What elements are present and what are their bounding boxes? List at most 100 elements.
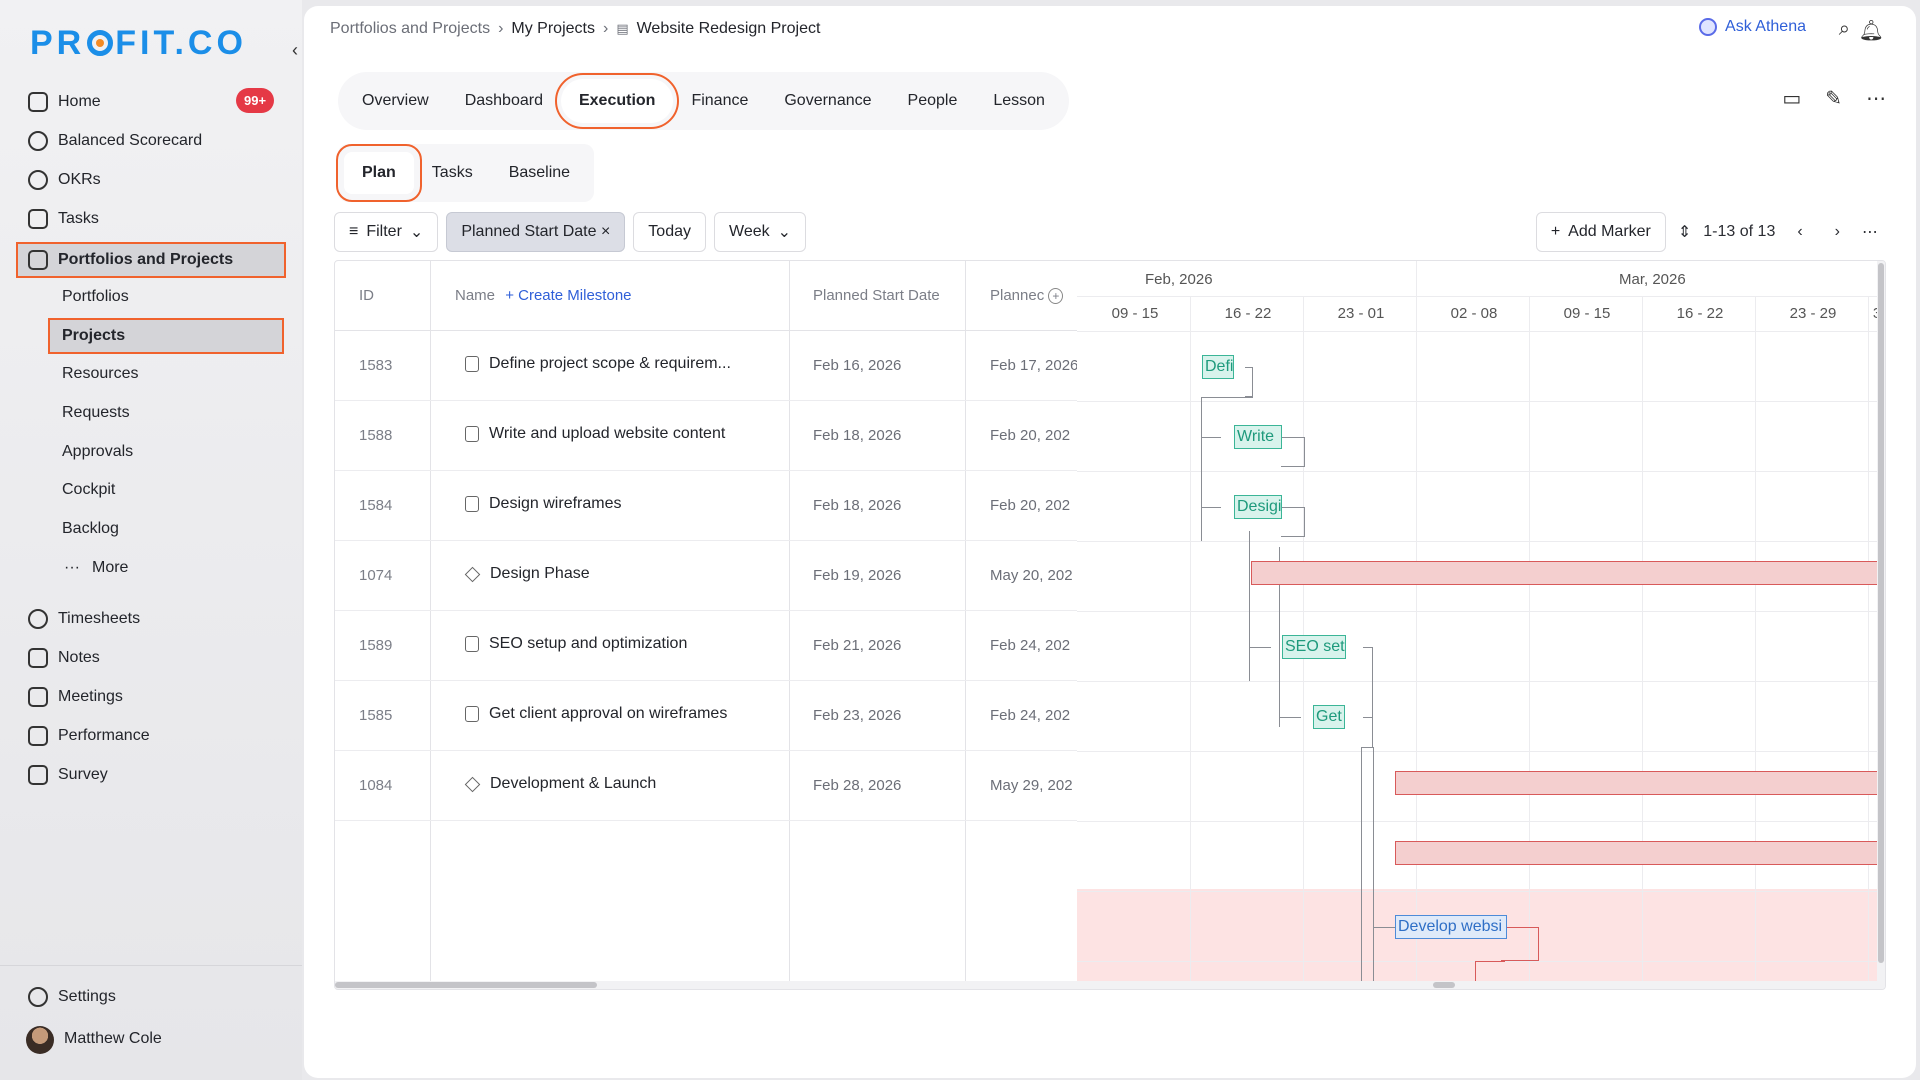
search-icon[interactable]: ⌕: [1838, 18, 1850, 40]
gantt-bar-1583[interactable]: Defi: [1202, 355, 1234, 379]
row-name[interactable]: Write and upload website content: [465, 425, 725, 443]
sidebar-sub-backlog[interactable]: Backlog: [62, 520, 119, 537]
tab-governance[interactable]: Governance: [784, 92, 872, 109]
gantt-bar-1588[interactable]: Write: [1234, 425, 1282, 449]
avatar[interactable]: [26, 1026, 54, 1054]
edit-icon[interactable]: ✎: [1825, 88, 1842, 110]
planned-start-date-chip[interactable]: Planned Start Date ×: [446, 212, 626, 252]
sidebar-item-performance[interactable]: Performance: [28, 719, 150, 753]
table-row[interactable]: 1584 Design wireframes Feb 18, 2026 Feb …: [335, 471, 1077, 541]
sidebar-sub-portfolios[interactable]: Portfolios: [62, 288, 129, 305]
ask-athena-button[interactable]: Ask Athena: [1699, 18, 1806, 36]
gantt-bar-phase-3[interactable]: [1395, 841, 1885, 865]
expand-collapse-icon[interactable]: ⇕: [1677, 224, 1692, 241]
sidebar-item-portfolios-and-projects[interactable]: Portfolios and Projects: [28, 243, 233, 277]
sidebar-sub-approvals[interactable]: Approvals: [62, 443, 134, 460]
row-name[interactable]: SEO setup and optimization: [465, 635, 687, 653]
milestone-icon: [464, 776, 481, 792]
sidebar-sub-requests[interactable]: Requests: [62, 404, 130, 421]
sidebar-item-meetings[interactable]: Meetings: [28, 680, 123, 714]
row-name[interactable]: Get client approval on wireframes: [465, 705, 727, 723]
gantt-bar-1084[interactable]: [1395, 771, 1885, 795]
sidebar-item-survey[interactable]: Survey: [28, 758, 108, 792]
row-name[interactable]: Define project scope & requirem...: [465, 355, 731, 373]
sidebar-sub-more[interactable]: ··· More: [64, 559, 129, 576]
table-row[interactable]: 1074 Design Phase Feb 19, 2026 May 20, 2…: [335, 541, 1077, 611]
more-options-icon[interactable]: ⋯: [1866, 88, 1886, 110]
gantt-bar-1589[interactable]: SEO setı: [1282, 635, 1346, 659]
sidebar-item-balanced-scorecard[interactable]: Balanced Scorecard: [28, 124, 202, 158]
row-name[interactable]: Design Phase: [464, 565, 590, 583]
vertical-scrollbar[interactable]: [1877, 261, 1885, 981]
gantt-month-divider: [1077, 296, 1885, 297]
sidebar: PR FIT.CO ‹ Home 99+ Balanced Scorecard O…: [0, 0, 302, 1080]
tab-baseline[interactable]: Baseline: [508, 164, 571, 181]
gantt-month-feb: Feb, 2026: [1145, 271, 1213, 288]
add-marker-button[interactable]: + Add Marker: [1535, 212, 1666, 252]
profit-co-logo[interactable]: PR FIT.CO: [30, 24, 247, 62]
sidebar-item-home[interactable]: Home: [28, 85, 101, 119]
sidebar-item-okrs[interactable]: OKRs: [28, 163, 101, 197]
tab-overview[interactable]: Overview: [362, 92, 429, 109]
sidebar-sub-active-highlight: [48, 318, 284, 354]
row-planned-start: Feb 18, 2026: [813, 497, 902, 514]
sidebar-sub-resources[interactable]: Resources: [62, 365, 139, 382]
add-column-icon[interactable]: +: [1048, 288, 1064, 304]
tab-lesson[interactable]: Lesson: [993, 92, 1045, 109]
today-button[interactable]: Today: [633, 212, 706, 252]
table-row[interactable]: 1585 Get client approval on wireframes F…: [335, 681, 1077, 751]
sidebar-sub-cockpit[interactable]: Cockpit: [62, 481, 116, 498]
tab-tasks[interactable]: Tasks: [431, 164, 473, 181]
breadcrumb-portfolios[interactable]: Portfolios and Projects: [330, 20, 491, 37]
user-name[interactable]: Matthew Cole: [64, 1030, 162, 1047]
gantt-week-label: 23 - 29: [1789, 305, 1837, 322]
row-id: 1084: [359, 777, 393, 794]
breadcrumb-my-projects[interactable]: My Projects: [511, 20, 595, 37]
sidebar-item-notes[interactable]: Notes: [28, 641, 100, 675]
gantt-bar-develop-website[interactable]: Develop websi: [1395, 915, 1507, 939]
scrollbar-thumb[interactable]: [335, 982, 597, 988]
gantt-bar-1584[interactable]: Desigi: [1234, 495, 1282, 519]
tab-execution[interactable]: Execution: [554, 73, 680, 129]
table-row[interactable]: 1589 SEO setup and optimization Feb 21, …: [335, 611, 1077, 681]
row-id: 1585: [359, 707, 393, 724]
toolbar-right: + Add Marker ⇕ 1-13 of 13 ‹ › ⋯: [1535, 212, 1878, 252]
bell-icon[interactable]: 🔔︎: [1858, 20, 1884, 42]
table-row[interactable]: 1084 Development & Launch Feb 28, 2026 M…: [335, 751, 1077, 821]
table-row[interactable]: 1583 Define project scope & requirem... …: [335, 331, 1077, 401]
chevron-down-icon: ⌄: [777, 224, 792, 241]
sidebar-item-timesheets[interactable]: Timesheets: [28, 602, 140, 636]
next-page-icon[interactable]: ›: [1834, 223, 1840, 240]
prev-page-icon[interactable]: ‹: [1797, 223, 1803, 240]
sidebar-item-tasks[interactable]: Tasks: [28, 202, 99, 236]
sidebar-sub-projects[interactable]: Projects: [62, 327, 126, 344]
chevron-right-icon: ›: [602, 20, 609, 37]
collapse-sidebar-icon[interactable]: ‹: [292, 40, 298, 60]
col-planned-start[interactable]: Planned Start Date: [813, 287, 940, 304]
horizontal-scrollbar[interactable]: [335, 981, 1885, 989]
row-name[interactable]: Development & Launch: [464, 775, 656, 793]
tab-plan[interactable]: Plan: [336, 144, 422, 202]
tab-finance[interactable]: Finance: [691, 92, 749, 109]
create-milestone-link[interactable]: + Create Milestone: [505, 287, 632, 304]
milestone-icon: [464, 566, 481, 582]
row-name[interactable]: Design wireframes: [465, 495, 621, 513]
gantt-row-divider: [1077, 751, 1885, 752]
tab-dashboard[interactable]: Dashboard: [464, 92, 543, 109]
toolbar: ≡ Filter ⌄ Planned Start Date × Today We…: [334, 212, 807, 252]
more-options-icon[interactable]: ⋯: [1862, 224, 1878, 241]
sidebar-item-settings[interactable]: Settings: [28, 980, 116, 1014]
gantt-week-label: 02 - 08: [1450, 305, 1498, 322]
filter-button[interactable]: ≡ Filter ⌄: [334, 212, 439, 252]
gantt-bar-1585[interactable]: Get: [1313, 705, 1345, 729]
row-planned-start: Feb 18, 2026: [813, 427, 902, 444]
col-id[interactable]: ID: [359, 287, 374, 304]
task-icon: [465, 496, 479, 512]
tab-people[interactable]: People: [907, 92, 958, 109]
comment-icon[interactable]: ▭: [1782, 88, 1802, 110]
table-row[interactable]: 1588 Write and upload website content Fe…: [335, 401, 1077, 471]
row-planned-end: Feb 24, 202: [990, 707, 1071, 724]
gantt-bar-1074[interactable]: [1251, 561, 1885, 585]
week-select[interactable]: Week ⌄: [714, 212, 807, 252]
scrollbar-thumb[interactable]: [1433, 982, 1455, 988]
